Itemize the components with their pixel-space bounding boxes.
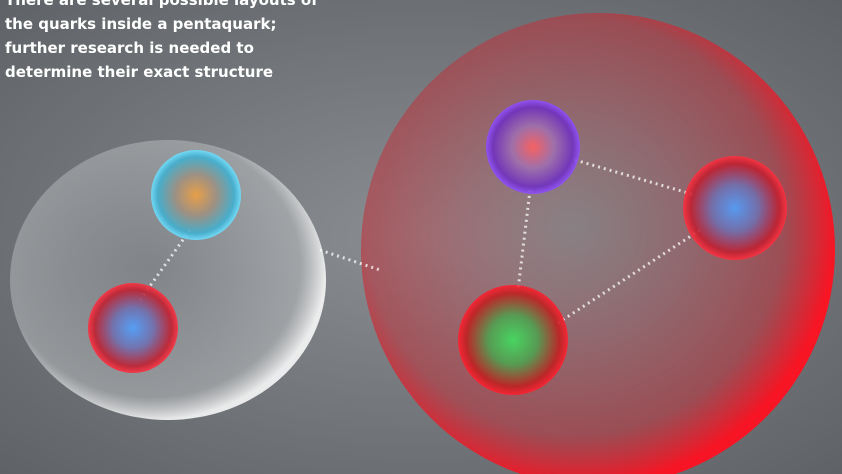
quark [458,285,568,395]
quark [151,150,241,240]
caption-line: further research is needed to [5,39,254,57]
caption-line: determine their exact structure [5,63,273,81]
quark [88,283,178,373]
caption: There are several possible layouts of th… [5,0,318,81]
quark [486,100,580,194]
gluon-link [138,229,192,301]
gluon-link [554,228,701,327]
gluon-link [319,248,381,272]
caption-line: the quarks inside a pentaquark; [5,15,276,33]
caption-line: There are several possible layouts of [5,0,318,9]
quark [683,156,787,260]
gluon-links [138,158,701,327]
meson-sphere [10,140,326,420]
